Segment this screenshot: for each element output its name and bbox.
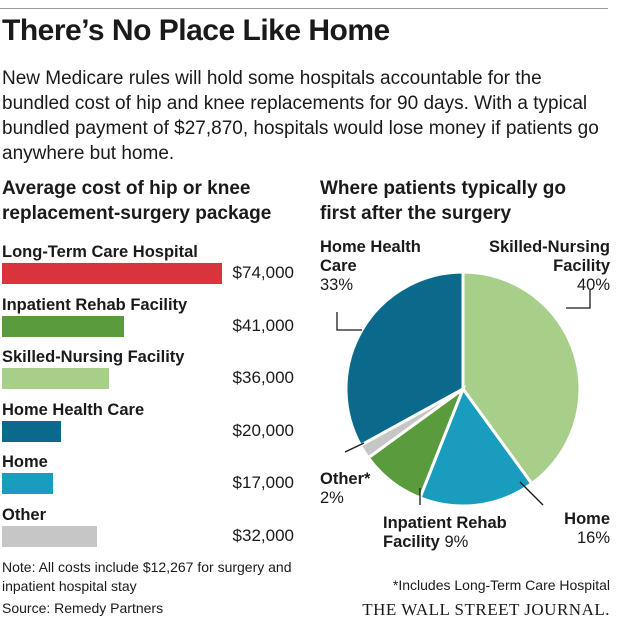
pie-slice-name: Care [320,257,357,275]
bar-value-label: $41,000 [232,315,294,335]
bar [2,315,124,337]
bar-chart-title: Average cost of hip or knee replacement-… [2,178,272,224]
pie-slice [417,385,534,508]
pie-chart-title: Where patients typically go first after … [320,178,566,224]
pie-slice-name: Inpatient Rehab [383,514,507,532]
bar-label: Long-Term Care Hospital [2,243,198,261]
pie-slice-percent: 9% [439,533,469,551]
page-title: There’s No Place Like Home [2,14,390,47]
bar-value-label: $17,000 [232,473,294,492]
footnote: *Includes Long-Term Care Hospital [392,577,610,593]
pie-slice [461,270,582,486]
top-rule [0,8,608,9]
bar-label: Skilled-Nursing Facility [2,348,185,366]
pie-slice-name: Facility [553,257,610,275]
bar-label: Inpatient Rehab Facility [2,295,188,314]
bar-value-label: $74,000 [232,263,294,282]
pie-leader-line [336,312,362,331]
bar [2,473,53,494]
bar-label: Other [2,505,47,524]
pie-leader-line [344,442,365,453]
bar-value-label: $20,000 [232,420,294,440]
bar [2,420,61,442]
pie-slice-label: Skilled-Nursing Facility 40% [489,238,610,295]
source: Source: Remedy Partners [2,600,164,616]
pie-slice-name: Home [564,510,610,528]
pie-slice-name: Skilled-Nursing [488,238,610,256]
pie-slice-label: Home Health Care 33% [320,238,421,295]
pie-slice [366,384,467,500]
pie-slice-percent: 40% [576,276,610,294]
bar-label: Home [2,453,48,471]
bar [2,263,222,284]
bar-value-label: $32,000 [232,525,294,545]
pie-slice-name: Facility [383,533,440,551]
pie-slice-label: Other* 2% [320,470,370,508]
pie-slice [344,270,465,448]
pie-slice [358,387,464,460]
pie-slice-name: Other* [320,470,371,488]
pie-slice-name: Home Health [320,238,421,256]
pie-slice-label: Inpatient Rehab Facility 9% [383,514,507,552]
pie-slice-percent: 33% [320,276,354,294]
pie-slice-percent: 16% [576,529,610,547]
pie-slice-label: Home 16% [564,510,610,548]
bar [2,525,97,547]
bar [2,368,109,389]
pie-slice-percent: 2% [320,489,344,507]
page-subtitle: New Medicare rules will hold some hospit… [2,68,599,164]
note: Note: All costs include $12,267 for surg… [2,559,292,594]
publisher-logo: THE WALL STREET JOURNAL. [362,600,610,619]
bar-label: Home Health Care [2,400,145,419]
pie-leader-line [519,481,544,506]
bar-value-label: $36,000 [232,368,294,387]
